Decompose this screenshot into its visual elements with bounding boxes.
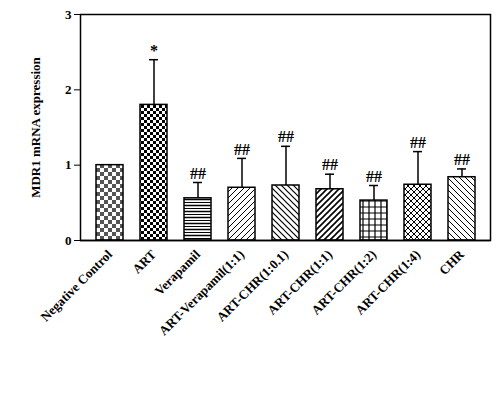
svg-text:ART: ART <box>129 247 159 277</box>
svg-text:1: 1 <box>65 157 72 172</box>
svg-text:Negative Control: Negative Control <box>37 247 115 325</box>
svg-text:3: 3 <box>65 7 72 22</box>
svg-text:##: ## <box>190 165 206 182</box>
svg-text:ART-CHR(1:1): ART-CHR(1:1) <box>264 246 336 318</box>
svg-text:CHR: CHR <box>436 246 467 277</box>
svg-text:0: 0 <box>65 233 72 248</box>
svg-text:##: ## <box>410 134 426 151</box>
svg-text:ART-Verapamil(1:1): ART-Verapamil(1:1) <box>156 247 247 338</box>
svg-text:##: ## <box>454 151 470 168</box>
svg-text:ART-CHR(1:4): ART-CHR(1:4) <box>352 247 423 318</box>
svg-text:MDR1 mRNA expression: MDR1 mRNA expression <box>28 56 43 197</box>
svg-text:*: * <box>150 42 158 59</box>
svg-text:##: ## <box>366 168 382 185</box>
svg-text:ART-CHR(1:0.1): ART-CHR(1:0.1) <box>213 246 292 325</box>
svg-text:ART-CHR(1:2): ART-CHR(1:2) <box>308 246 380 318</box>
svg-text:##: ## <box>322 156 338 173</box>
svg-text:##: ## <box>278 128 294 145</box>
svg-text:##: ## <box>234 141 250 158</box>
svg-text:2: 2 <box>65 82 72 97</box>
